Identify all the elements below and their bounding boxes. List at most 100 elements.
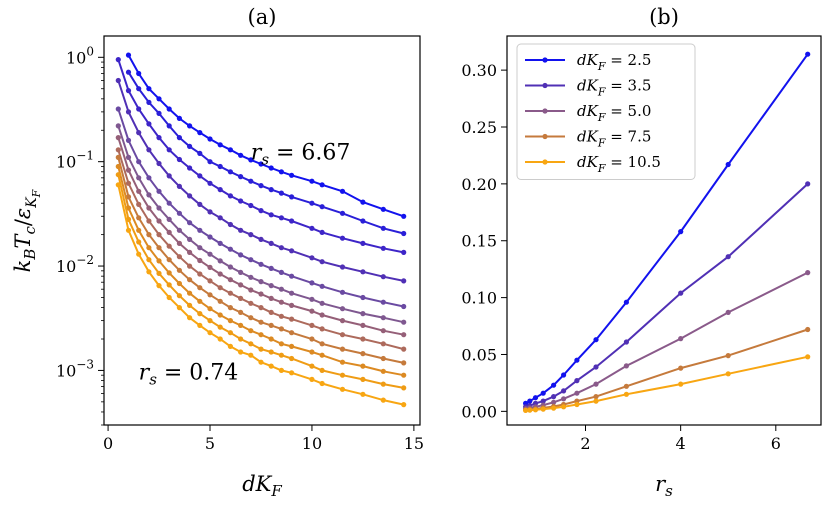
data-point [207,209,213,215]
data-point [380,315,386,321]
data-point [227,169,233,175]
data-point [176,156,182,163]
data-point [187,123,193,129]
data-point [248,178,254,184]
data-point [527,398,533,404]
data-point [289,355,295,362]
data-point [258,161,264,167]
data-point [156,218,162,224]
data-point [268,240,274,246]
series-line [117,137,404,336]
data-point [248,328,254,334]
panel-b-plot-area [523,51,811,413]
data-point [678,290,684,296]
data-point [309,349,315,355]
data-point [125,52,132,58]
data-point [176,183,182,189]
legend-marker [542,159,548,165]
data-point [339,210,346,216]
data-point [319,259,325,265]
x-tick-label: 15 [404,434,424,453]
data-point [805,181,811,187]
data-point [146,269,152,275]
data-point [227,277,233,283]
data-point [289,370,295,376]
series-line [525,355,808,412]
panel-a-series-rs-1_33 [115,147,407,352]
data-point [339,332,346,338]
data-point [532,407,539,413]
data-point [268,265,274,271]
data-point [156,270,162,276]
data-point [268,322,274,328]
legend-entry: dKF = 7.5 [525,128,651,150]
y-tick-label: 100 [66,44,94,67]
data-point [238,282,244,288]
data-point [540,390,546,396]
series-line [127,54,405,218]
data-point [156,188,162,194]
data-point [136,201,142,207]
data-point [258,319,264,325]
data-point [401,346,407,352]
data-point [176,305,182,311]
data-point [187,277,193,283]
data-point [574,390,580,396]
data-point [227,290,233,296]
data-point [725,309,731,315]
data-point [339,372,346,378]
data-point [380,341,386,347]
data-point [401,303,407,310]
data-point [523,407,529,413]
data-point [593,394,599,400]
data-point [309,296,315,302]
y-tick-label: 0.15 [461,232,497,251]
panel-b-series-0 [523,51,811,406]
data-point [401,372,407,378]
data-point [309,336,315,342]
data-point [678,381,684,387]
legend-entry: dKF = 2.5 [525,51,651,73]
data-point [593,398,599,404]
data-point [278,313,284,319]
data-point [248,352,254,358]
data-point [187,249,193,255]
annotation-label: rs = 6.67 [251,140,351,168]
data-point [268,165,274,171]
data-point [176,267,182,273]
data-point [166,200,172,206]
data-point [227,305,233,311]
data-point [176,280,182,287]
panel-a-title: (a) [248,5,277,29]
data-point [238,227,244,233]
data-point [136,175,142,181]
data-point [166,294,172,301]
data-point [176,227,182,233]
data-point [278,169,284,175]
data-point [156,160,162,167]
data-point [278,326,284,332]
data-point [319,380,325,387]
panel-a-annotations: rs = 6.67 rs = 0.74 [139,140,351,388]
data-point [278,190,284,196]
data-point [319,229,325,235]
legend-label: dKF = 7.5 [577,128,651,150]
data-point [289,330,295,336]
data-point [268,283,274,289]
data-point [166,123,172,129]
data-point [309,308,315,314]
data-point [574,357,580,363]
data-point [146,86,152,92]
data-point [197,257,203,264]
panel-a-series-rs-1_11 [115,154,407,366]
data-point [380,274,386,280]
data-point [197,322,203,328]
data-point [248,202,254,209]
panel-b-x-ticks: 2 4 6 [580,425,781,453]
data-point [115,172,121,178]
data-point [238,252,244,258]
data-point [238,349,244,355]
data-point [187,220,193,226]
data-point [248,157,254,163]
data-point [136,239,142,245]
